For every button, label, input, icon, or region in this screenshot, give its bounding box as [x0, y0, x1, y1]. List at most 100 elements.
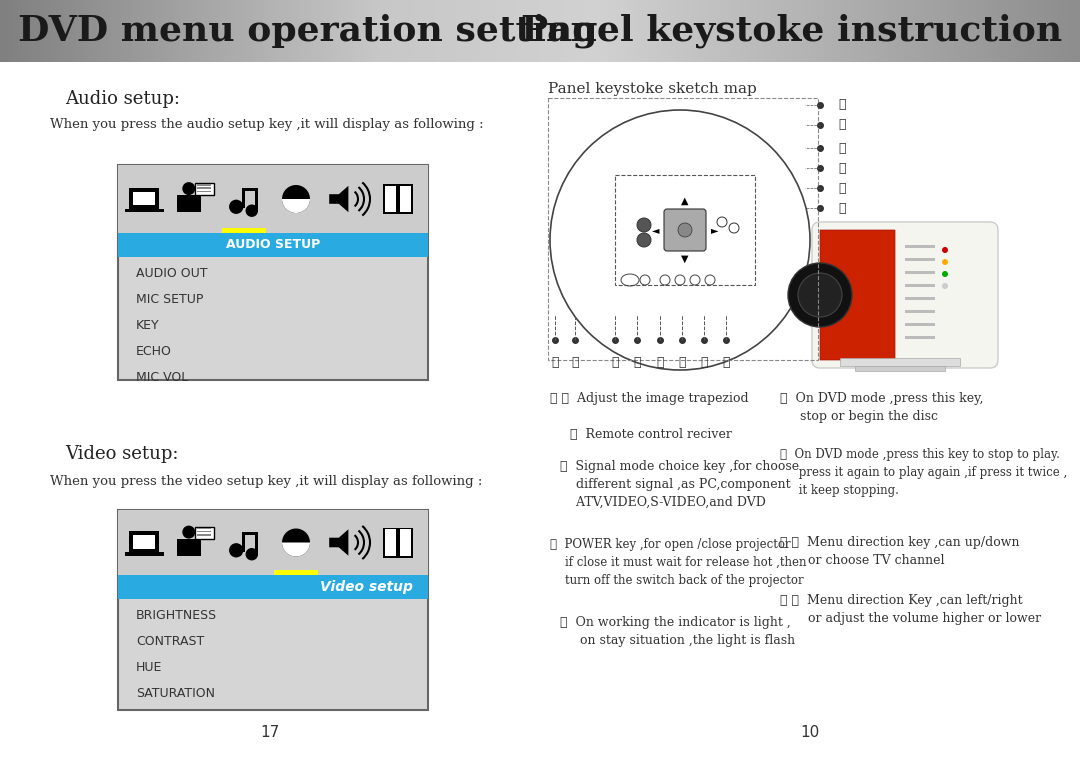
Circle shape: [282, 529, 310, 556]
Bar: [401, 529, 411, 555]
Text: DVD menu operation setting: DVD menu operation setting: [18, 14, 597, 48]
Bar: [616, 0, 619, 62]
Bar: [108, 0, 111, 62]
Bar: [645, 0, 648, 62]
Bar: [619, 0, 623, 62]
Bar: [349, 0, 353, 62]
Bar: [748, 0, 753, 62]
Bar: [144, 0, 148, 62]
Bar: [338, 0, 342, 62]
Bar: [356, 0, 360, 62]
Bar: [882, 0, 886, 62]
Bar: [529, 0, 532, 62]
Bar: [1040, 0, 1044, 62]
Bar: [994, 0, 997, 62]
Bar: [461, 0, 464, 62]
Text: ▲: ▲: [681, 196, 689, 206]
Bar: [267, 0, 270, 62]
Bar: [213, 0, 216, 62]
Bar: [230, 0, 234, 62]
Bar: [905, 245, 935, 248]
Bar: [126, 0, 130, 62]
Text: ⑫: ⑫: [838, 141, 846, 154]
Bar: [788, 0, 792, 62]
Bar: [716, 0, 720, 62]
Bar: [118, 165, 428, 233]
Bar: [227, 0, 230, 62]
Bar: [255, 532, 258, 555]
Text: ⑭: ⑭: [838, 99, 846, 112]
Bar: [1077, 0, 1080, 62]
Bar: [472, 0, 475, 62]
Bar: [828, 0, 832, 62]
Bar: [105, 0, 108, 62]
Bar: [299, 0, 302, 62]
Bar: [118, 510, 428, 710]
Bar: [242, 189, 245, 208]
Bar: [118, 510, 428, 575]
Bar: [532, 0, 537, 62]
Circle shape: [942, 271, 948, 277]
Bar: [905, 258, 935, 261]
Bar: [454, 0, 457, 62]
Bar: [1023, 0, 1026, 62]
Bar: [262, 0, 267, 62]
Bar: [839, 0, 842, 62]
Wedge shape: [282, 542, 310, 556]
Bar: [216, 0, 219, 62]
Bar: [25, 0, 29, 62]
Text: ⑬: ⑬: [838, 118, 846, 131]
Bar: [818, 0, 821, 62]
Bar: [180, 0, 184, 62]
Bar: [1004, 0, 1008, 62]
Bar: [407, 0, 410, 62]
Bar: [83, 0, 86, 62]
Bar: [313, 0, 316, 62]
Bar: [295, 0, 299, 62]
Text: Panel keystoke instruction: Panel keystoke instruction: [521, 14, 1062, 48]
Bar: [40, 0, 43, 62]
Bar: [576, 0, 580, 62]
Circle shape: [637, 233, 651, 247]
Bar: [1015, 0, 1018, 62]
Bar: [184, 0, 187, 62]
Bar: [691, 0, 694, 62]
Text: MIC SETUP: MIC SETUP: [136, 293, 203, 306]
Bar: [720, 0, 724, 62]
Text: ① ②  Adjust the image trapeziod: ① ② Adjust the image trapeziod: [550, 392, 748, 405]
Bar: [255, 189, 258, 212]
Text: When you press the audio setup key ,it will display as following :: When you press the audio setup key ,it w…: [50, 118, 484, 131]
Bar: [86, 0, 90, 62]
Circle shape: [942, 283, 948, 289]
Bar: [602, 0, 605, 62]
Bar: [656, 0, 659, 62]
Bar: [893, 0, 896, 62]
Bar: [65, 0, 68, 62]
Bar: [384, 186, 395, 212]
Bar: [929, 0, 932, 62]
Bar: [850, 0, 853, 62]
Bar: [626, 0, 630, 62]
FancyBboxPatch shape: [812, 222, 998, 368]
Bar: [964, 0, 969, 62]
FancyBboxPatch shape: [664, 209, 706, 251]
Bar: [124, 552, 163, 555]
Bar: [724, 0, 727, 62]
Bar: [489, 0, 494, 62]
Bar: [137, 0, 140, 62]
Bar: [918, 0, 921, 62]
Bar: [22, 0, 25, 62]
Bar: [360, 0, 364, 62]
Bar: [429, 0, 432, 62]
Bar: [792, 0, 796, 62]
Bar: [162, 0, 165, 62]
Bar: [846, 0, 850, 62]
Text: KEY: KEY: [136, 319, 160, 332]
Bar: [401, 186, 411, 212]
Text: ⑨: ⑨: [838, 202, 846, 215]
Bar: [699, 0, 702, 62]
Text: HUE: HUE: [136, 661, 162, 674]
Bar: [856, 0, 861, 62]
Bar: [615, 175, 755, 285]
Bar: [802, 0, 807, 62]
